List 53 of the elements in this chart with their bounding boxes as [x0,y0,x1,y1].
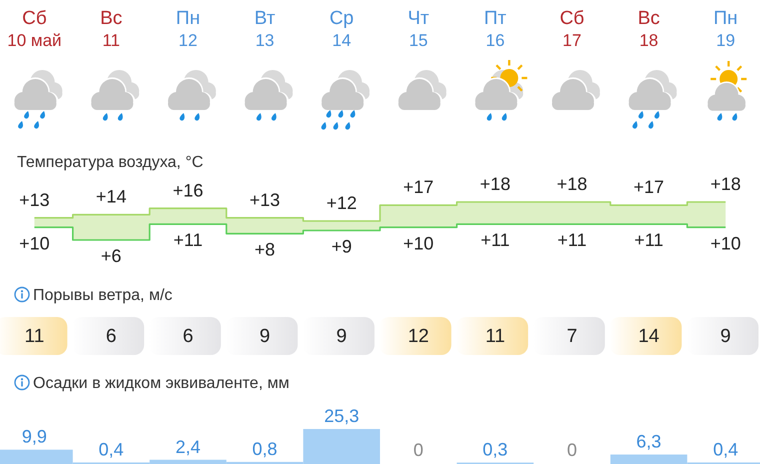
x-tick-label: Пт 16 [484,8,507,50]
data-label: +11 [173,230,203,250]
x-tick-label: Пн 19 [714,8,738,50]
data-label: +10 [403,233,434,254]
data-label: +18 [480,174,510,194]
data-label: 9 [720,326,731,347]
data-label: 6 [106,326,116,347]
chart-title: Осадки в жидком эквиваленте, мм [33,375,290,392]
data-label: 25,3 [324,406,360,426]
chart-title: Температура воздуха, °C [17,154,204,171]
data-label: +14 [96,186,126,207]
data-label: +11 [480,230,510,250]
data-label: 6 [182,326,194,347]
data-label: 9 [336,326,347,347]
data-label: +11 [634,230,664,250]
data-label: 0 [413,440,424,460]
data-label: 2,4 [175,436,201,457]
data-label: +12 [326,193,357,213]
data-label: 0,3 [482,440,508,460]
data-label: +9 [331,236,352,256]
data-label: +17 [403,177,434,198]
data-label: 7 [566,326,578,347]
data-label: 11 [485,326,506,347]
text: Порывы ветра, м/с [33,287,172,304]
data-label: 0,4 [98,439,124,460]
x-tick-label: Вс 11 [100,8,122,50]
data-label: 9 [260,326,270,347]
x-tick-label: Вт 13 [254,8,276,50]
data-label: 6,3 [636,432,662,452]
x-tick-label: Сб 17 [560,8,584,50]
x-tick-label: Чт 15 [408,8,430,50]
data-label: +18 [710,174,741,194]
data-label: +13 [250,190,280,210]
x-tick-label: Сб 10 май [7,8,62,50]
data-label: 0,4 [713,439,738,460]
data-label: +11 [557,230,587,250]
data-label: 14 [638,326,660,347]
data-label: +17 [634,177,664,198]
data-label: +6 [100,246,122,266]
data-label: 11 [24,326,44,347]
data-label: 12 [408,326,429,347]
x-tick-label: Вс 18 [638,8,660,50]
x-tick-label: Ср 14 [329,8,354,50]
data-label: +16 [172,180,204,200]
data-label: 0 [566,440,578,460]
data-label: +10 [19,233,50,254]
data-label: +18 [556,174,588,194]
x-tick-label: Пн 12 [176,8,200,50]
data-label: +10 [710,233,741,254]
data-label: +13 [19,190,50,210]
data-label: +8 [254,240,276,260]
data-label: 9,9 [22,426,47,447]
data-label: 0,8 [252,438,278,459]
